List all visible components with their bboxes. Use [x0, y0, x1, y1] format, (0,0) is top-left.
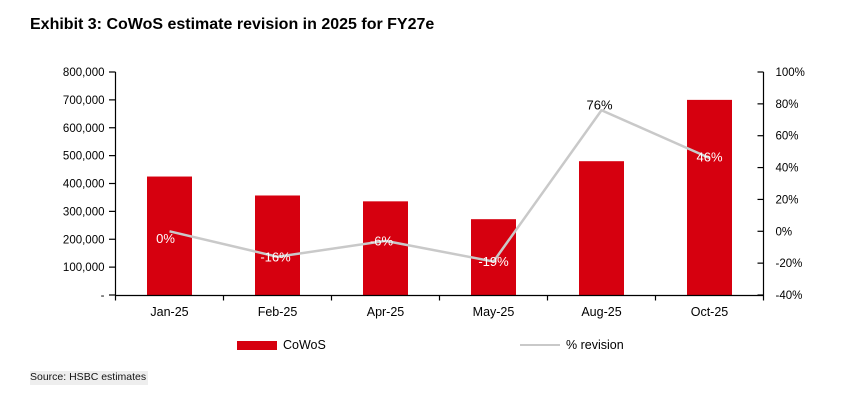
exhibit-title: Exhibit 3: CoWoS estimate revision in 20…	[30, 16, 435, 33]
left-axis-tick-label: 400,000	[63, 179, 105, 191]
x-axis-category-label: Feb-25	[258, 305, 298, 319]
revision-point-label: 46%	[696, 150, 722, 165]
left-axis-tick-label: 500,000	[63, 151, 105, 163]
bar-Feb-25	[255, 195, 300, 295]
legend-label-cowos: CoWoS	[283, 338, 326, 352]
revision-point-label: 76%	[586, 98, 612, 113]
right-axis-tick-label: 40%	[776, 163, 799, 175]
bar-May-25	[471, 219, 516, 295]
left-axis-tick-label: 200,000	[63, 234, 105, 246]
cowos-bar-swatch-icon	[237, 340, 277, 350]
bar-Oct-25	[687, 99, 732, 295]
left-axis-tick-label: 100,000	[63, 262, 105, 274]
x-axis-category-label: Oct-25	[691, 305, 729, 319]
left-axis-tick-label: 600,000	[63, 123, 105, 135]
right-axis-tick-label: 20%	[776, 194, 799, 206]
source-note: Source: HSBC estimates	[30, 371, 149, 385]
left-axis-tick-label: -	[101, 290, 105, 302]
revision-line-swatch-icon	[520, 344, 560, 346]
left-axis-tick-label: 300,000	[63, 206, 105, 218]
bar-Apr-25	[363, 201, 408, 295]
legend-item-revision: % revision	[520, 338, 624, 352]
right-axis-tick-label: 80%	[776, 99, 799, 111]
revision-point-label: -19%	[478, 254, 509, 269]
legend-item-cowos: CoWoS	[237, 338, 326, 352]
right-axis-tick-label: -40%	[776, 290, 803, 302]
revision-point-label: -16%	[260, 249, 291, 264]
bar-Aug-25	[579, 161, 624, 295]
right-axis-tick-label: -20%	[776, 258, 803, 270]
legend-label-revision: % revision	[566, 338, 624, 352]
right-axis-tick-label: 60%	[776, 131, 799, 143]
revision-point-label: 0%	[156, 231, 175, 246]
revision-point-label: -6%	[370, 233, 394, 248]
revision-line	[169, 108, 711, 263]
right-axis-tick-label: 100%	[776, 67, 805, 79]
x-axis-category-label: May-25	[473, 305, 515, 319]
x-axis-category-label: Apr-25	[367, 305, 405, 319]
left-axis-tick-label: 800,000	[63, 67, 105, 79]
x-axis-category-label: Aug-25	[581, 305, 621, 319]
left-axis-tick-label: 700,000	[63, 95, 105, 107]
x-axis-category-label: Jan-25	[150, 305, 188, 319]
right-axis-tick-label: 0%	[776, 226, 793, 238]
